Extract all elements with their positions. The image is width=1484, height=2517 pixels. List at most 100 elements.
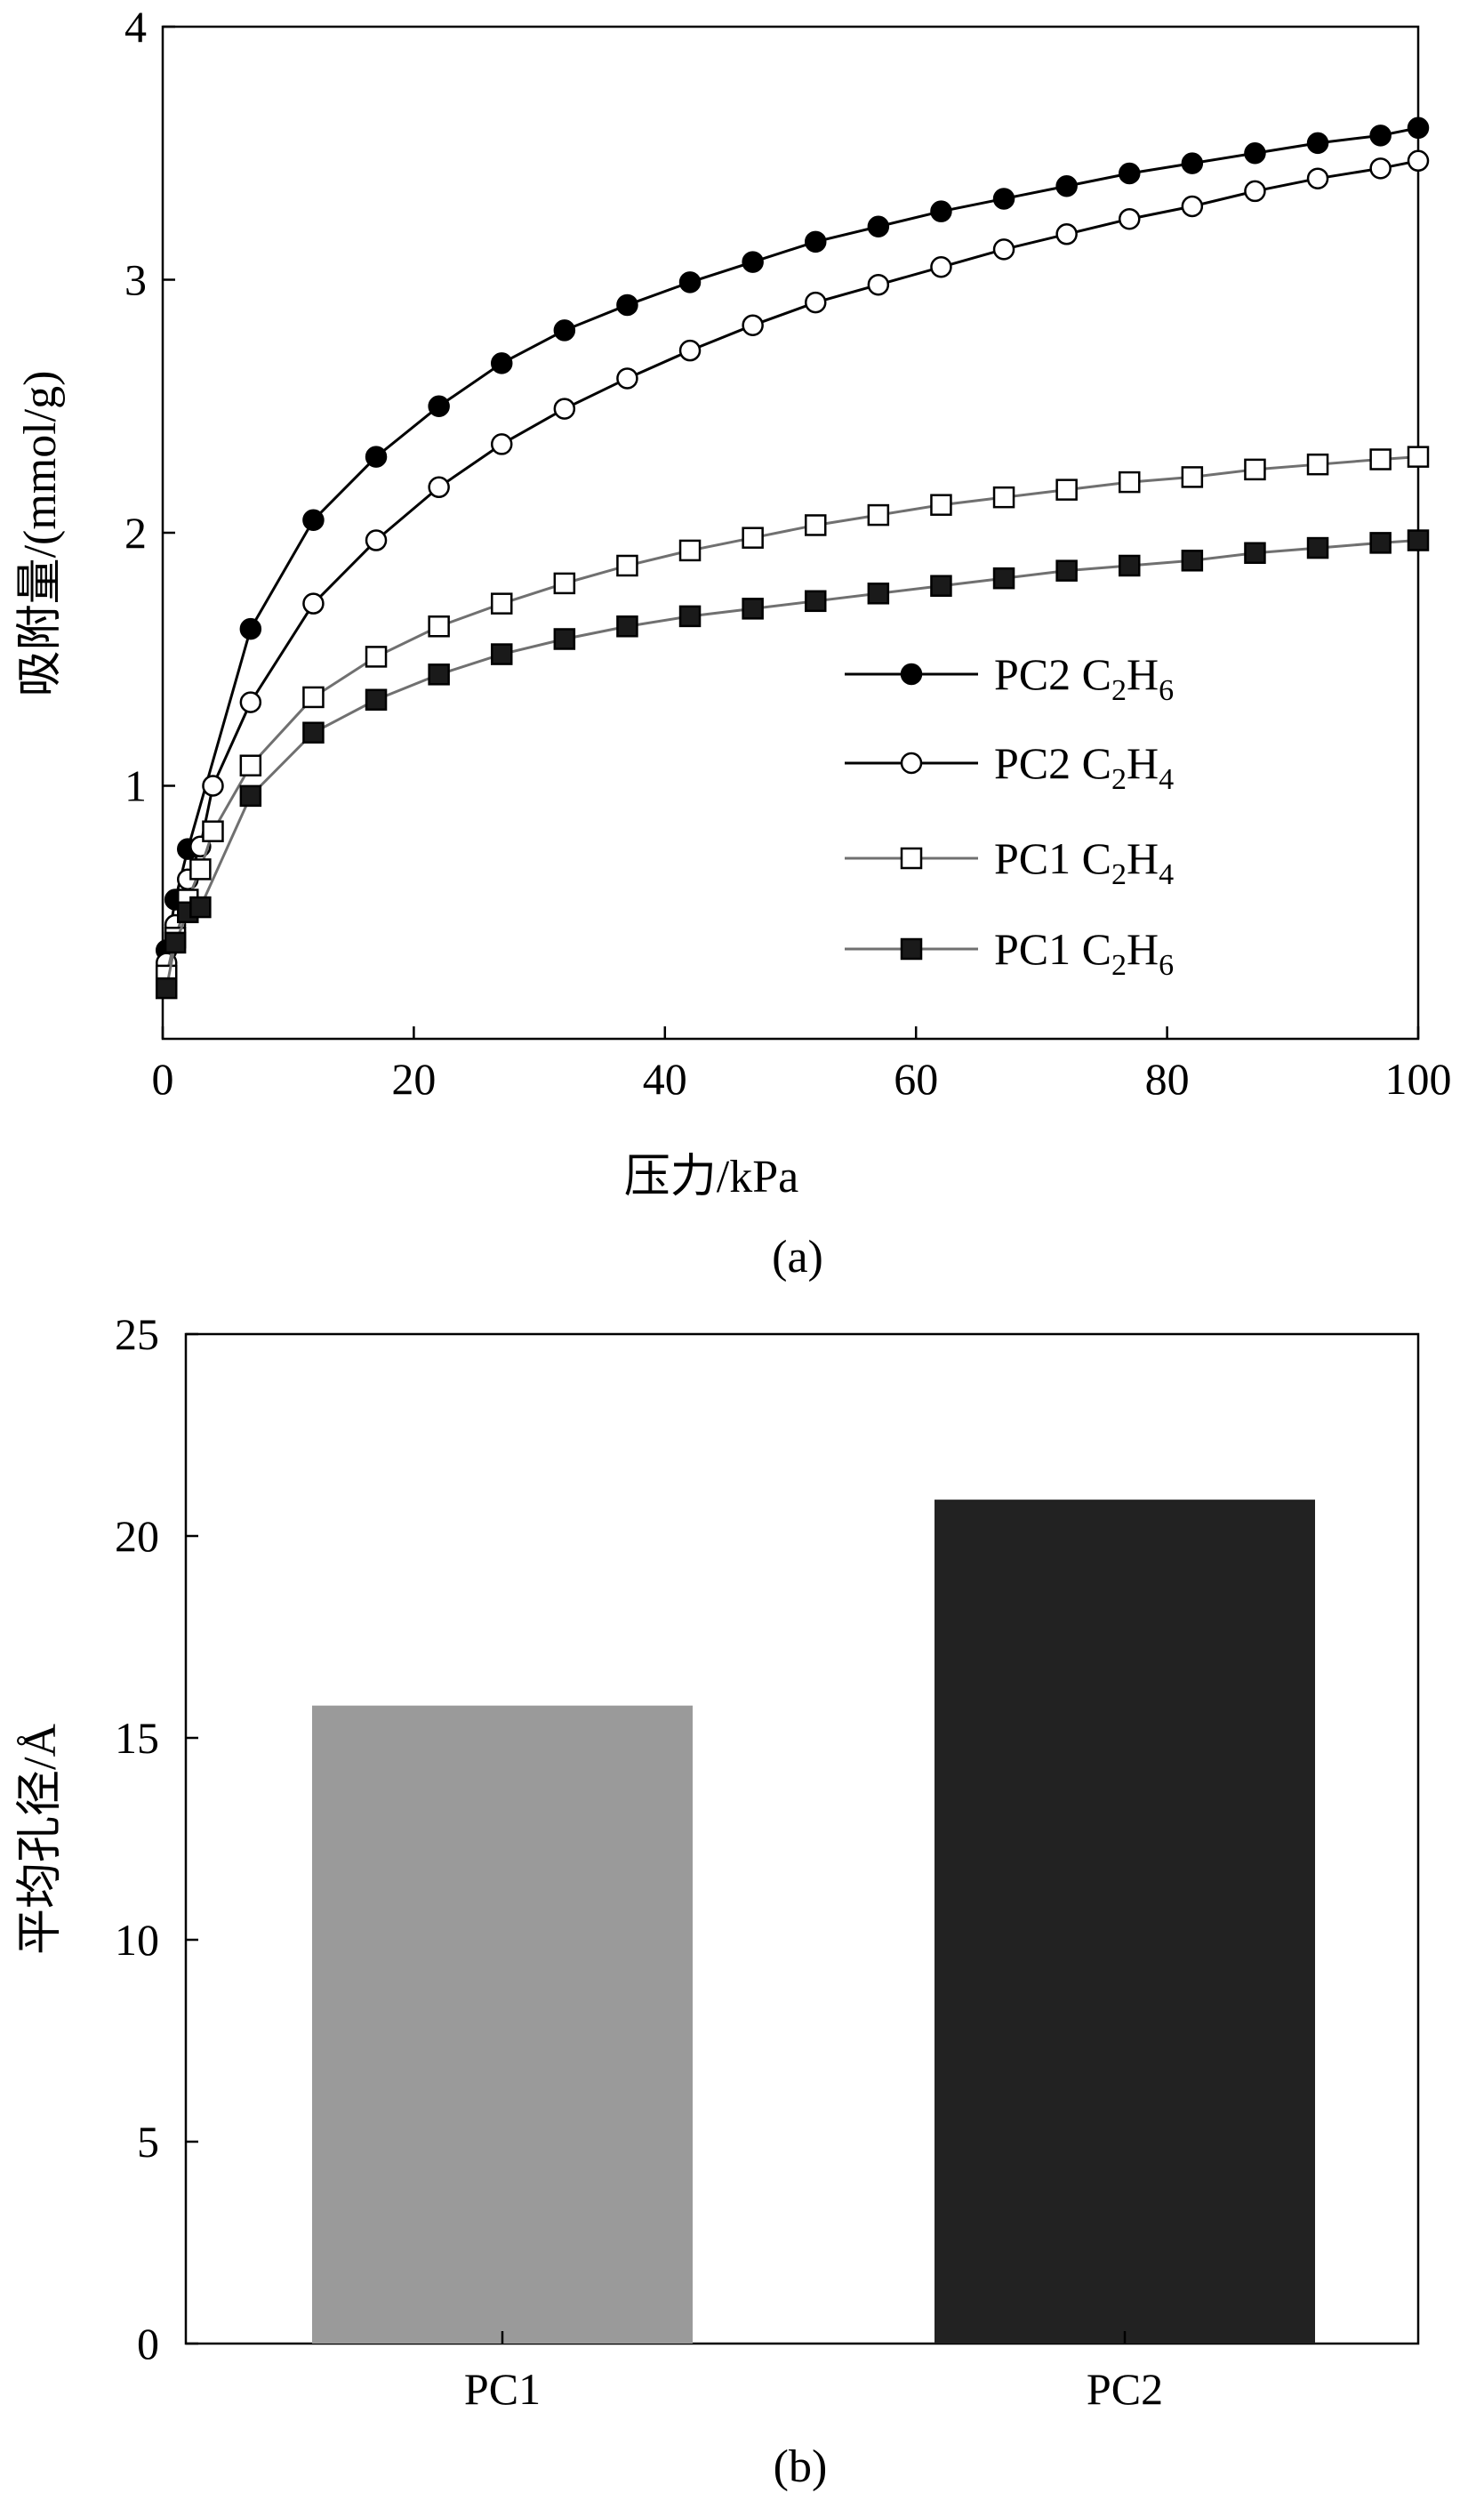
legend-label-part: PC2 C xyxy=(994,738,1111,788)
legend-item: PC2 C2H4 xyxy=(845,738,1174,796)
caption-a: (a) xyxy=(772,1232,823,1283)
data-point xyxy=(1306,167,1329,189)
data-point xyxy=(1181,152,1204,174)
data-point xyxy=(239,617,262,640)
data-point xyxy=(302,592,325,615)
x-tick-label-a: 60 xyxy=(894,1054,938,1104)
y-tick-label-b: 5 xyxy=(137,2117,159,2167)
data-point xyxy=(1306,536,1329,559)
legend-label-part: 2 xyxy=(1111,949,1127,982)
data-point xyxy=(867,583,890,605)
y-axis-title-a: 吸附量/(mmol/g) xyxy=(15,371,66,697)
data-point xyxy=(930,575,952,597)
data-point xyxy=(164,931,187,954)
y-tick-label-a: 1 xyxy=(124,761,147,811)
legend-label-part: H xyxy=(1127,924,1159,974)
data-point xyxy=(1407,117,1430,140)
data-point xyxy=(742,527,764,549)
y-tick-label-a: 3 xyxy=(124,255,147,305)
data-point xyxy=(428,476,450,499)
legend-label-part: 4 xyxy=(1159,858,1174,891)
data-point xyxy=(202,775,224,797)
legend-label-part: H xyxy=(1127,738,1159,788)
legend-marker xyxy=(900,663,923,686)
data-point xyxy=(1055,559,1078,582)
x-tick-label-a: 100 xyxy=(1385,1054,1452,1104)
data-point xyxy=(1369,125,1392,147)
x-tick-label-a: 20 xyxy=(391,1054,436,1104)
data-point xyxy=(992,238,1015,261)
data-point xyxy=(804,514,827,536)
data-point xyxy=(1118,162,1141,185)
legend-label-part: 6 xyxy=(1159,949,1174,982)
data-point xyxy=(302,686,325,709)
data-point xyxy=(1055,174,1078,197)
data-point xyxy=(1407,446,1430,468)
y-tick-label-b: 20 xyxy=(115,1511,159,1561)
data-point xyxy=(490,592,513,615)
y-axis-title-b: 平均孔径/Å xyxy=(15,1724,66,1955)
data-point xyxy=(365,688,388,712)
data-point xyxy=(428,663,450,686)
legend-item: PC1 C2H6 xyxy=(845,924,1174,982)
series-pc1-c2h6 xyxy=(155,529,1430,1000)
pore-size-bar-chart: 0 5 10 15 20 25 PC1 PC2 平均孔径/Å (b) xyxy=(15,1309,1420,2492)
data-point xyxy=(1118,470,1141,494)
data-point xyxy=(1055,478,1078,501)
y-tick-label-b: 15 xyxy=(115,1713,159,1763)
data-point xyxy=(1306,132,1329,155)
data-point xyxy=(930,256,952,278)
series-pc2-c2h4 xyxy=(155,149,1430,974)
data-point xyxy=(992,567,1015,590)
data-point xyxy=(867,503,890,527)
legend-label: PC2 C2H4 xyxy=(994,738,1174,796)
legend-marker xyxy=(900,937,923,961)
data-point xyxy=(616,554,638,577)
data-point xyxy=(616,294,638,317)
data-point xyxy=(992,486,1015,509)
data-point xyxy=(202,820,224,842)
data-point xyxy=(616,367,638,390)
data-point xyxy=(867,273,890,296)
legend-label: PC1 C2H6 xyxy=(994,924,1174,982)
data-point xyxy=(678,339,702,362)
data-point xyxy=(155,977,178,1000)
plot-frame-a xyxy=(161,25,1420,1041)
legend-item: PC1 C2H4 xyxy=(845,833,1174,891)
category-label-pc2: PC2 xyxy=(1087,2364,1163,2414)
data-point xyxy=(490,643,513,665)
data-point xyxy=(867,215,890,238)
legend-label-part: 4 xyxy=(1159,763,1174,796)
data-point xyxy=(553,319,576,342)
data-point xyxy=(1369,157,1392,180)
data-point xyxy=(1369,532,1392,554)
data-point xyxy=(189,858,212,881)
legend-label-part: PC2 C xyxy=(994,649,1111,699)
data-point xyxy=(1369,448,1392,470)
data-point xyxy=(930,200,952,222)
data-point xyxy=(490,433,513,455)
data-point xyxy=(302,509,325,532)
data-point xyxy=(804,230,827,253)
bar-pc1 xyxy=(312,1705,693,2344)
series-line xyxy=(164,455,1419,977)
x-tick-label-a: 40 xyxy=(643,1054,687,1104)
y-tick-label-b: 0 xyxy=(137,2319,159,2368)
legend-marker xyxy=(900,847,923,870)
data-point xyxy=(1306,453,1329,476)
x-tick-label-a: 0 xyxy=(152,1054,174,1104)
legend-label-part: 2 xyxy=(1111,674,1127,707)
series-line xyxy=(164,159,1419,963)
data-point xyxy=(553,398,576,420)
x-tick-label-a: 80 xyxy=(1145,1054,1190,1104)
legend-label-part: 2 xyxy=(1111,858,1127,891)
data-point xyxy=(742,314,764,336)
data-point xyxy=(365,529,388,551)
data-point xyxy=(1118,207,1141,230)
data-point xyxy=(742,598,764,620)
data-point xyxy=(365,446,388,468)
y-tick-label-b: 10 xyxy=(115,1915,159,1965)
